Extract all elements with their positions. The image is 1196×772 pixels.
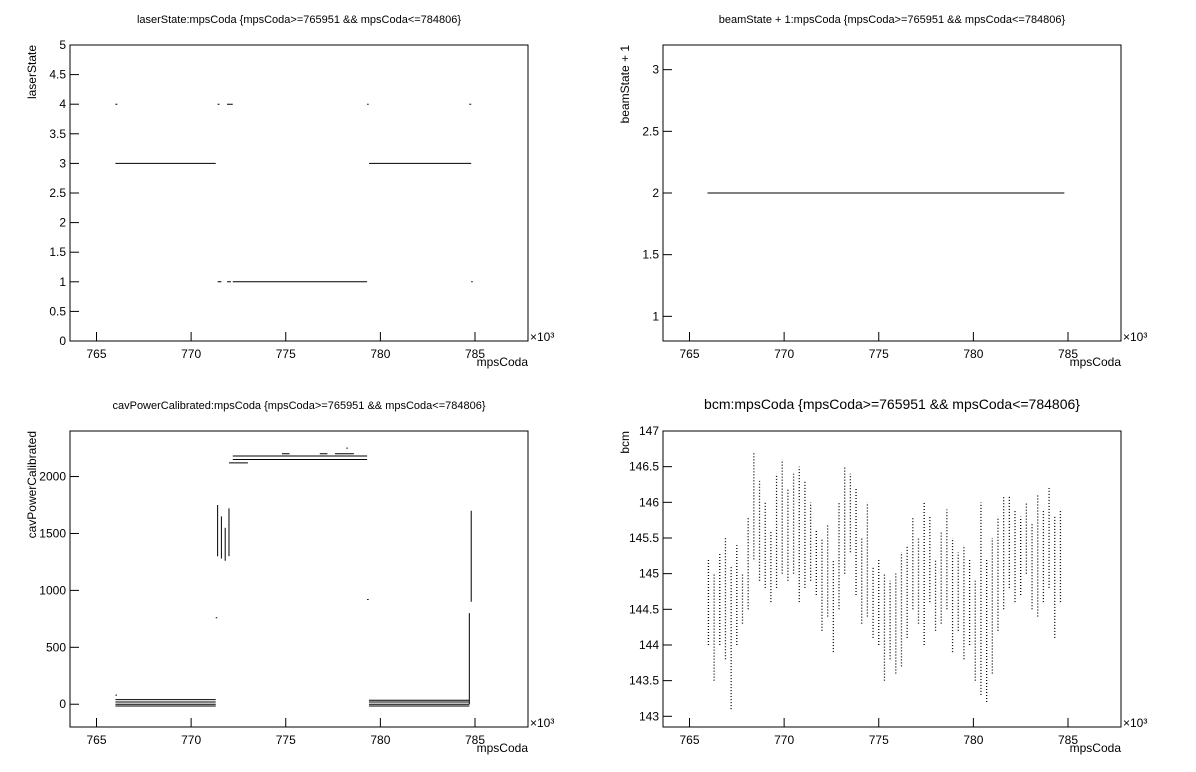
x-tick-label: 775	[869, 347, 889, 361]
x-tick-label: 780	[963, 733, 983, 747]
x-axis-exponent: ×10³	[1123, 716, 1147, 730]
y-tick-label: 2	[652, 186, 659, 200]
x-tick-label: 775	[276, 733, 296, 747]
x-axis-label: mpsCoda	[1070, 355, 1122, 369]
y-axis-label: laserState	[25, 45, 39, 99]
x-axis-label: mpsCoda	[477, 355, 529, 369]
y-tick-label: 0.5	[49, 304, 66, 318]
x-tick-label: 765	[679, 733, 699, 747]
y-tick-label: 3	[652, 63, 659, 77]
x-axis-label: mpsCoda	[477, 741, 529, 755]
y-axis-label: bcm	[618, 431, 632, 454]
x-tick-label: 770	[774, 347, 794, 361]
x-tick-label: 775	[869, 733, 889, 747]
y-tick-label: 1000	[39, 583, 66, 597]
y-tick-label: 144	[639, 638, 659, 652]
data-points	[115, 103, 473, 283]
x-tick-label: 765	[86, 733, 106, 747]
x-tick-label: 770	[774, 733, 794, 747]
plot-frame	[662, 430, 1122, 728]
y-tick-label: 0	[59, 697, 66, 711]
x-tick-label: 785	[465, 347, 485, 361]
x-tick-label: 785	[465, 733, 485, 747]
y-tick-label: 2	[59, 216, 66, 230]
data-points	[707, 452, 1062, 710]
chart-title: cavPowerCalibrated:mpsCoda {mpsCoda>=765…	[112, 400, 485, 412]
y-tick-label: 5	[59, 38, 66, 52]
y-tick-label: 0	[59, 334, 66, 348]
y-tick-label: 1	[652, 309, 659, 323]
y-tick-label: 1.5	[49, 245, 66, 259]
y-tick-label: 2000	[39, 470, 66, 484]
y-tick-label: 145	[639, 567, 659, 581]
y-tick-label: 1	[59, 275, 66, 289]
y-tick-label: 3.5	[49, 127, 66, 141]
x-tick-label: 765	[86, 347, 106, 361]
x-axis-exponent: ×10³	[530, 330, 554, 344]
x-tick-label: 780	[370, 347, 390, 361]
y-tick-label: 4	[59, 97, 66, 111]
y-axis-label: beamState + 1	[618, 45, 632, 124]
y-tick-label: 144.5	[629, 602, 659, 616]
plot-frame	[69, 44, 529, 342]
x-axis-exponent: ×10³	[530, 716, 554, 730]
chart-title: laserState:mpsCoda {mpsCoda>=765951 && m…	[137, 14, 461, 26]
chart-title: bcm:mpsCoda {mpsCoda>=765951 && mpsCoda<…	[704, 396, 1080, 412]
x-tick-label: 785	[1058, 347, 1078, 361]
chart-title: beamState + 1:mpsCoda {mpsCoda>=765951 &…	[719, 14, 1066, 26]
x-tick-label: 770	[181, 347, 201, 361]
y-tick-label: 147	[639, 424, 659, 438]
y-tick-label: 143	[639, 709, 659, 723]
x-tick-label: 765	[679, 347, 699, 361]
x-tick-label: 780	[963, 347, 983, 361]
x-tick-label: 770	[181, 733, 201, 747]
y-tick-label: 4.5	[49, 68, 66, 82]
y-tick-label: 1500	[39, 526, 66, 540]
y-tick-label: 2.5	[49, 186, 66, 200]
y-tick-label: 146.5	[629, 460, 659, 474]
y-tick-label: 1.5	[642, 248, 659, 262]
x-axis-label: mpsCoda	[1070, 741, 1122, 755]
y-tick-label: 146	[639, 495, 659, 509]
x-tick-label: 785	[1058, 733, 1078, 747]
x-tick-label: 780	[370, 733, 390, 747]
y-tick-label: 2.5	[642, 124, 659, 138]
y-tick-label: 500	[46, 640, 66, 654]
x-axis-exponent: ×10³	[1123, 330, 1147, 344]
plot-frame	[69, 430, 529, 728]
y-tick-label: 145.5	[629, 531, 659, 545]
x-tick-label: 775	[276, 347, 296, 361]
y-tick-label: 3	[59, 156, 66, 170]
y-axis-label: cavPowerCalibrated	[25, 431, 39, 538]
data-points	[115, 447, 472, 707]
y-tick-label: 143.5	[629, 674, 659, 688]
